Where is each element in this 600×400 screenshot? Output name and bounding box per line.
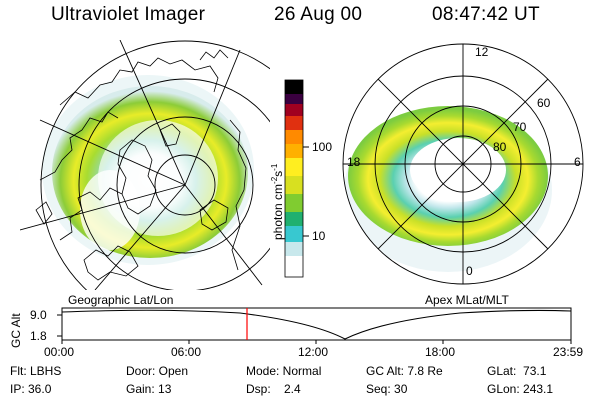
geographic-label: Geographic Lat/Lon	[68, 293, 174, 307]
time-label: 08:47:42 UT	[432, 4, 540, 25]
colorbar	[284, 79, 309, 278]
status-filter: Flt: LBHS	[10, 364, 62, 378]
colorbar-unit: photon cm-2s-1	[270, 163, 285, 240]
mlat-label-60: 60	[537, 96, 551, 110]
status-door: Door: Open	[126, 364, 189, 378]
time-tick-0600: 06:00	[171, 345, 202, 359]
mlat-label-70: 70	[513, 120, 527, 134]
status-mode: Mode: Normal	[246, 364, 322, 378]
mlat-label-80: 80	[493, 140, 507, 154]
mlt-label-6: 6	[574, 155, 581, 169]
time-tick-2359: 23:59	[553, 345, 584, 359]
geographic-image	[20, 40, 270, 290]
instrument-title: Ultraviolet Imager	[51, 4, 206, 25]
apex-image	[342, 43, 584, 285]
status-ip: IP: 36.0	[10, 382, 52, 396]
time-tick-1800: 18:00	[425, 345, 456, 359]
altitude-ytick-1: 1.8	[30, 329, 47, 343]
status-glon: GLon: 243.1	[487, 382, 554, 396]
date-label: 26 Aug 00	[274, 4, 363, 25]
mlt-label-12: 12	[475, 45, 489, 59]
altitude-ylabel: GC Alt	[9, 313, 23, 348]
altitude-ytick-9: 9.0	[30, 308, 47, 322]
mlt-label-0: 0	[466, 264, 473, 278]
mlt-label-18: 18	[347, 155, 361, 169]
status-dsp: Dsp: 2.4	[246, 382, 301, 396]
status-gain: Gain: 13	[126, 382, 172, 396]
time-tick-1200: 12:00	[298, 345, 329, 359]
status-glat: GLat: 73.1	[487, 364, 547, 378]
colorbar-tick-10: 10	[312, 229, 326, 243]
time-tick-0000: 00:00	[44, 345, 75, 359]
colorbar-tick-100: 100	[312, 140, 333, 154]
status-gc-alt: GC Alt: 7.8 Re	[366, 364, 443, 378]
altitude-plot	[57, 307, 572, 344]
apex-label: Apex MLat/MLT	[425, 293, 509, 307]
status-seq: Seq: 30	[366, 382, 408, 396]
